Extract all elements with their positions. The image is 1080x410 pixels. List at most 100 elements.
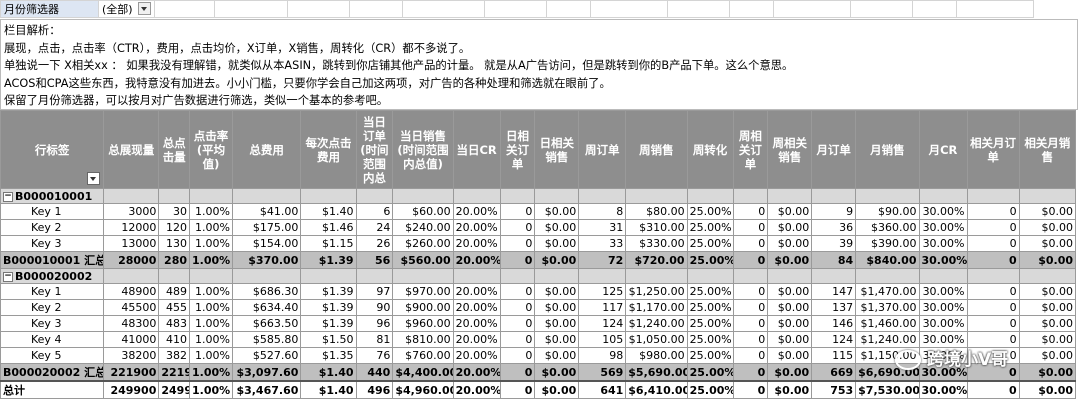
value-cell: $0.00 xyxy=(767,331,813,348)
value-cell: $5,690.00 xyxy=(625,363,688,382)
value-cell: 0 xyxy=(732,283,769,300)
value-cell: 25.00% xyxy=(686,347,734,364)
month-filter-label: 月份筛选器 xyxy=(0,0,99,18)
column-header-label: 月订单 xyxy=(816,142,851,157)
column-header-label: 周相关销售 xyxy=(772,135,808,164)
value-cell: 25.00% xyxy=(686,219,734,236)
column-header: 相关月订单 xyxy=(966,110,1020,189)
value-cell: 98 xyxy=(578,347,627,364)
collapse-icon[interactable]: − xyxy=(3,190,13,202)
value-cell: 147 xyxy=(811,283,857,300)
value-cell: $1,460.00 xyxy=(855,315,920,332)
value-cell: 0 xyxy=(966,219,1020,236)
value-cell: $1,250.00 xyxy=(625,283,688,300)
row-label-cell: B000010001 汇总 xyxy=(0,251,105,269)
empty-cell xyxy=(918,268,968,284)
empty-cell xyxy=(855,268,920,284)
value-cell: 105 xyxy=(578,331,627,348)
value-cell: $390.00 xyxy=(855,235,920,252)
collapse-icon[interactable]: − xyxy=(3,270,13,282)
table-row: Key 3 48300 483 1.00% $663.50 $1.39 96 $960.00 2… xyxy=(0,315,1077,332)
value-cell: 25.00% xyxy=(686,380,734,399)
column-header-label: 周转化 xyxy=(692,142,728,157)
value-cell: $970.00 xyxy=(392,283,454,300)
value-cell: 20.00% xyxy=(452,235,501,252)
value-cell: $0.00 xyxy=(1018,235,1077,252)
value-cell: $0.00 xyxy=(534,331,580,348)
empty-cell xyxy=(811,268,857,284)
row-label-cell: B000020002 汇总 xyxy=(0,363,105,382)
empty-cell xyxy=(686,268,734,284)
value-cell: 30.00% xyxy=(918,283,968,300)
value-cell: 84 xyxy=(811,251,857,269)
value-cell: 30.00% xyxy=(918,251,968,269)
column-header: 月销售 xyxy=(855,110,920,189)
value-cell: $0.00 xyxy=(1018,380,1077,399)
value-cell: $7,530.00 xyxy=(855,380,920,399)
value-cell: $4,960.00 xyxy=(392,380,454,399)
value-cell: 0 xyxy=(732,315,769,332)
empty-cell xyxy=(578,268,627,284)
value-cell: 30.00% xyxy=(918,331,968,348)
value-cell: 30.00% xyxy=(918,219,968,236)
column-header-label: 月销售 xyxy=(870,142,905,157)
value-cell: $1.50 xyxy=(300,331,357,348)
value-cell: 0 xyxy=(499,347,536,364)
value-cell: 48300 xyxy=(103,315,160,332)
row-labels-header[interactable]: 行标签 xyxy=(0,110,105,189)
empty-cell xyxy=(1018,268,1077,284)
notes-line: 单独说一下 X相关xx ： 如果我没有理解错，就类似从本ASIN，跳转到你店铺其… xyxy=(4,59,794,73)
column-header-label: 当日CR xyxy=(456,142,497,157)
column-header-label: 点击率(平均值) xyxy=(193,128,229,171)
column-header: 当日CR xyxy=(452,110,501,189)
group-label-cell[interactable]: − B000020002 xyxy=(0,268,105,284)
grand-total-row: 总计 249900 2499 1.00% $3,467.60 $1.40 496 $4,960… xyxy=(0,380,1077,399)
empty-cell xyxy=(732,188,769,204)
value-cell: 20.00% xyxy=(452,283,501,300)
value-cell: 20.00% xyxy=(452,251,501,269)
column-header: 每次点击费用 xyxy=(300,110,357,189)
empty-cell xyxy=(499,188,536,204)
value-cell: 0 xyxy=(966,299,1020,316)
value-cell: 3000 xyxy=(103,203,160,220)
column-header-label: 周订单 xyxy=(585,142,620,157)
value-cell: 20.00% xyxy=(452,315,501,332)
chevron-down-icon[interactable] xyxy=(138,2,151,15)
value-cell: $1.39 xyxy=(300,299,357,316)
value-cell: $1,170.00 xyxy=(625,299,688,316)
empty-cell xyxy=(103,188,160,204)
value-cell: 669 xyxy=(811,363,857,382)
column-header: 总费用 xyxy=(231,110,302,189)
value-cell: $980.00 xyxy=(625,347,688,364)
value-cell: 1.00% xyxy=(189,299,233,316)
value-cell: 0 xyxy=(732,363,769,382)
value-cell: 0 xyxy=(966,315,1020,332)
group-header-row: − B000020002 xyxy=(0,268,1077,284)
value-cell: $90.00 xyxy=(855,203,920,220)
value-cell: 0 xyxy=(499,235,536,252)
value-cell: 0 xyxy=(732,331,769,348)
value-cell: 33 xyxy=(578,235,627,252)
month-filter-dropdown[interactable]: (全部) xyxy=(98,0,155,18)
value-cell: 280 xyxy=(158,251,191,269)
empty-cell xyxy=(811,188,857,204)
value-cell: 440 xyxy=(355,363,394,382)
row-filter-dropdown-icon[interactable] xyxy=(87,172,100,185)
value-cell: 30.00% xyxy=(918,203,968,220)
value-cell: $0.00 xyxy=(534,203,580,220)
value-cell: 20.00% xyxy=(452,299,501,316)
column-header: 当日订单(时间范围内总 xyxy=(355,110,394,189)
value-cell: 6 xyxy=(355,203,394,220)
empty-cell xyxy=(189,188,233,204)
table-row: Key 5 38200 382 1.00% $527.60 $1.35 76 $760.00 2… xyxy=(0,347,1077,364)
value-cell: $0.00 xyxy=(1018,203,1077,220)
value-cell: $60.00 xyxy=(392,203,454,220)
group-label-cell[interactable]: − B000010001 xyxy=(0,188,105,204)
value-cell: 13000 xyxy=(103,235,160,252)
value-cell: $0.00 xyxy=(1018,347,1077,364)
table-row: Key 1 48900 489 1.00% $686.30 $1.39 97 $970.00 2… xyxy=(0,283,1077,300)
empty-cell xyxy=(855,188,920,204)
value-cell: 0 xyxy=(966,203,1020,220)
value-cell: 1.00% xyxy=(189,203,233,220)
value-cell: $0.00 xyxy=(767,219,813,236)
